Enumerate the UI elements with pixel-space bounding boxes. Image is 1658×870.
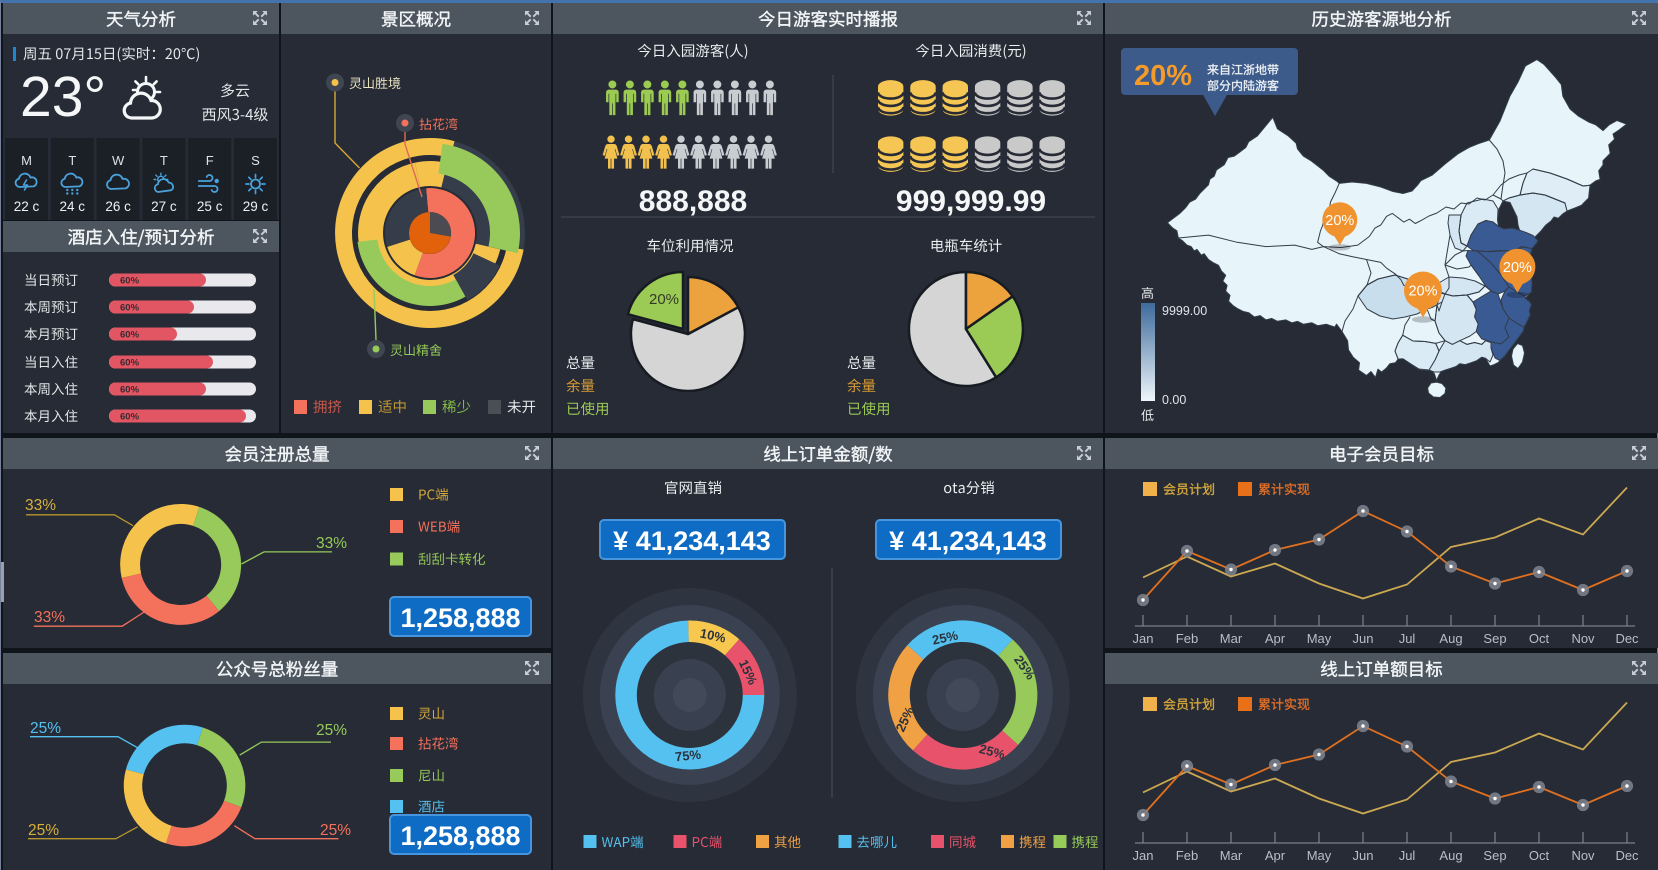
svg-text:Jul: Jul: [1399, 848, 1416, 863]
svg-text:60%: 60%: [120, 303, 140, 314]
svg-text:25 c: 25 c: [197, 199, 223, 214]
svg-text:29 c: 29 c: [243, 199, 269, 214]
svg-text:999,999.99: 999,999.99: [896, 185, 1046, 218]
svg-text:20%: 20%: [1503, 260, 1532, 276]
svg-text:Oct: Oct: [1529, 631, 1550, 646]
svg-text:20%: 20%: [649, 291, 679, 308]
svg-text:25%: 25%: [28, 822, 59, 839]
svg-text:Dec: Dec: [1615, 631, 1639, 646]
svg-text:33%: 33%: [316, 535, 347, 552]
svg-text:60%: 60%: [120, 276, 140, 287]
svg-text:Sep: Sep: [1483, 631, 1506, 646]
svg-text:Feb: Feb: [1176, 631, 1198, 646]
svg-text:27 c: 27 c: [151, 199, 177, 214]
svg-text:Jan: Jan: [1133, 631, 1154, 646]
svg-text:Aug: Aug: [1439, 848, 1462, 863]
svg-text:Mar: Mar: [1220, 848, 1243, 863]
svg-text:T: T: [160, 153, 168, 168]
svg-text:Jan: Jan: [1133, 848, 1154, 863]
svg-text:May: May: [1307, 848, 1332, 863]
svg-text:60%: 60%: [120, 330, 140, 341]
svg-text:25%: 25%: [30, 720, 61, 737]
svg-text:May: May: [1307, 631, 1332, 646]
svg-text:25%: 25%: [316, 722, 347, 739]
svg-text:W: W: [112, 153, 125, 168]
svg-text:60%: 60%: [120, 412, 140, 423]
svg-text:Jul: Jul: [1399, 631, 1416, 646]
svg-text:Nov: Nov: [1571, 631, 1595, 646]
svg-text:22 c: 22 c: [14, 199, 40, 214]
svg-text:888,888: 888,888: [639, 185, 747, 218]
svg-text:24 c: 24 c: [60, 199, 86, 214]
svg-text:60%: 60%: [120, 385, 140, 396]
svg-text:M: M: [21, 153, 32, 168]
svg-text:Aug: Aug: [1439, 631, 1462, 646]
svg-text:33%: 33%: [34, 609, 65, 626]
svg-text:Feb: Feb: [1176, 848, 1198, 863]
svg-text:Apr: Apr: [1265, 631, 1286, 646]
svg-text:0.00: 0.00: [1162, 393, 1186, 407]
svg-text:10%: 10%: [699, 626, 728, 646]
svg-text:¥ 41,234,143: ¥ 41,234,143: [613, 526, 771, 556]
svg-text:9999.00: 9999.00: [1162, 304, 1207, 318]
svg-text:23°: 23°: [20, 65, 106, 129]
svg-text:20%: 20%: [1134, 60, 1192, 92]
svg-text:25%: 25%: [978, 741, 1007, 762]
svg-text:75%: 75%: [674, 747, 702, 765]
svg-text:1,258,888: 1,258,888: [400, 821, 520, 851]
svg-text:Nov: Nov: [1571, 848, 1595, 863]
svg-text:Jun: Jun: [1353, 631, 1374, 646]
svg-text:25%: 25%: [320, 822, 351, 839]
svg-text:Sep: Sep: [1483, 848, 1506, 863]
svg-text:26 c: 26 c: [105, 199, 131, 214]
svg-text:Dec: Dec: [1615, 848, 1639, 863]
svg-text:1,258,888: 1,258,888: [400, 603, 520, 633]
svg-text:Jun: Jun: [1353, 848, 1374, 863]
svg-text:¥ 41,234,143: ¥ 41,234,143: [889, 526, 1047, 556]
svg-text:60%: 60%: [120, 358, 140, 369]
svg-text:F: F: [206, 153, 214, 168]
svg-text:33%: 33%: [25, 497, 56, 514]
svg-text:25%: 25%: [931, 627, 960, 647]
svg-text:Mar: Mar: [1220, 631, 1243, 646]
svg-text:T: T: [68, 153, 76, 168]
svg-text:20%: 20%: [1325, 213, 1354, 229]
svg-text:Apr: Apr: [1265, 848, 1286, 863]
svg-text:20%: 20%: [1408, 284, 1437, 300]
svg-text:S: S: [251, 153, 260, 168]
svg-text:Oct: Oct: [1529, 848, 1550, 863]
